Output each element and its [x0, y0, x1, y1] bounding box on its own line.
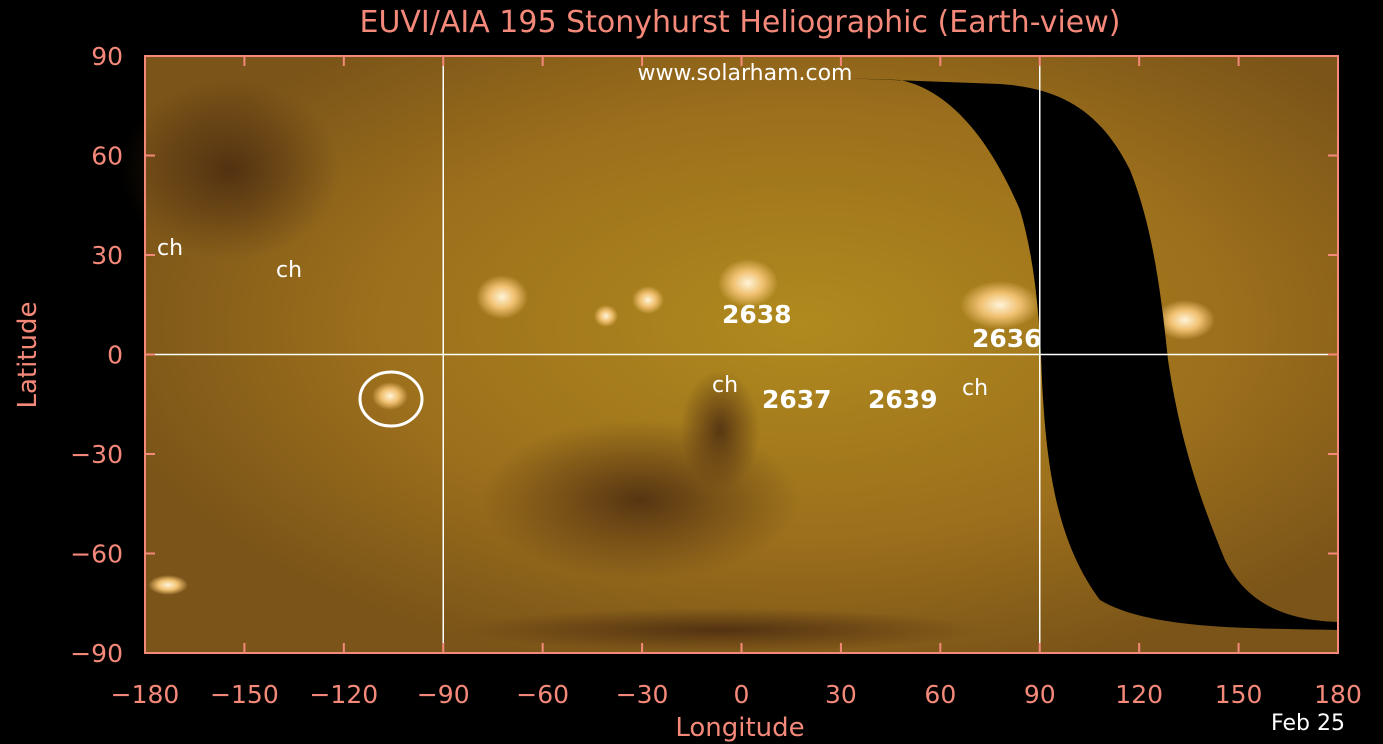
bright-region [372, 382, 408, 410]
dark-area [460, 608, 980, 652]
x-tick-label: 30 [825, 680, 857, 709]
y-axis-label: Latitude [13, 301, 43, 408]
bright-region [594, 305, 618, 327]
x-tick-label: 180 [1314, 680, 1362, 709]
x-tick-label: −180 [111, 680, 180, 709]
x-tick-label: −150 [210, 680, 279, 709]
region-label: 2638 [722, 300, 792, 329]
y-tick-label: 0 [107, 341, 123, 370]
bright-region [718, 259, 778, 307]
bright-region [148, 575, 188, 595]
x-tick-label: 0 [734, 680, 750, 709]
bright-region [632, 286, 664, 314]
y-tick-label: 30 [91, 241, 123, 270]
region-label: 2636 [972, 324, 1042, 353]
bright-region [960, 281, 1040, 329]
x-tick-label: 120 [1115, 680, 1163, 709]
region-label: ch [962, 376, 988, 401]
x-tick-label: −60 [516, 680, 569, 709]
highlight-circle [358, 370, 424, 428]
title: EUVI/AIA 195 Stonyhurst Heliographic (Ea… [359, 5, 1120, 40]
x-tick-label: −30 [616, 680, 669, 709]
y-tick-label: −90 [70, 639, 123, 668]
bright-region [1155, 300, 1215, 340]
watermark: www.solarham.com [638, 61, 853, 86]
region-label: 2639 [868, 385, 938, 414]
x-tick-label: −120 [309, 680, 378, 709]
region-label: ch [712, 373, 738, 398]
date-label: Feb 25 [1271, 711, 1345, 736]
y-tick-label: 60 [91, 142, 123, 171]
region-label: ch [157, 236, 183, 261]
dark-area [120, 80, 340, 260]
bright-region [476, 275, 528, 319]
coronal-hole [680, 370, 760, 490]
y-tick-label: −30 [70, 440, 123, 469]
y-tick-label: −60 [70, 540, 123, 569]
y-tick-label: 90 [91, 42, 123, 71]
region-label: ch [276, 258, 302, 283]
x-axis-label: Longitude [675, 713, 804, 743]
x-tick-label: 60 [924, 680, 956, 709]
x-tick-label: −90 [417, 680, 470, 709]
region-label: 2637 [762, 385, 832, 414]
x-tick-label: 90 [1024, 680, 1056, 709]
x-tick-label: 150 [1215, 680, 1263, 709]
